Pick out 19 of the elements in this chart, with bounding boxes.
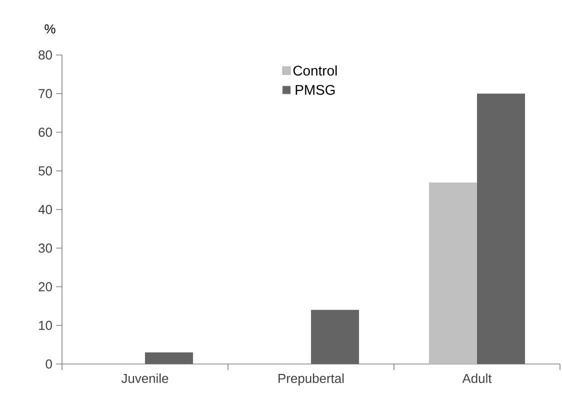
bar — [429, 182, 478, 364]
y-tick-label: 60 — [38, 128, 52, 137]
y-tick-label: 20 — [38, 282, 52, 292]
legend-label: Control — [293, 65, 337, 76]
bar — [145, 352, 194, 364]
y-tick-label: 50 — [38, 166, 52, 176]
x-tick-label: Juvenile — [121, 374, 168, 384]
y-tick-label: 30 — [38, 244, 52, 253]
bar — [477, 94, 526, 364]
y-axis-title: % — [44, 24, 56, 34]
y-tick-label: 80 — [38, 50, 52, 60]
x-tick-label: Adult — [462, 374, 492, 384]
y-tick-label: 0 — [46, 359, 52, 369]
y-tick-label: 10 — [39, 320, 52, 330]
y-tick-label: 70 — [38, 89, 52, 98]
bar — [311, 310, 360, 364]
legend-label: PMSG — [296, 84, 335, 95]
y-tick-label: 40 — [38, 204, 52, 214]
x-tick-label: Prepubertal — [278, 374, 344, 386]
